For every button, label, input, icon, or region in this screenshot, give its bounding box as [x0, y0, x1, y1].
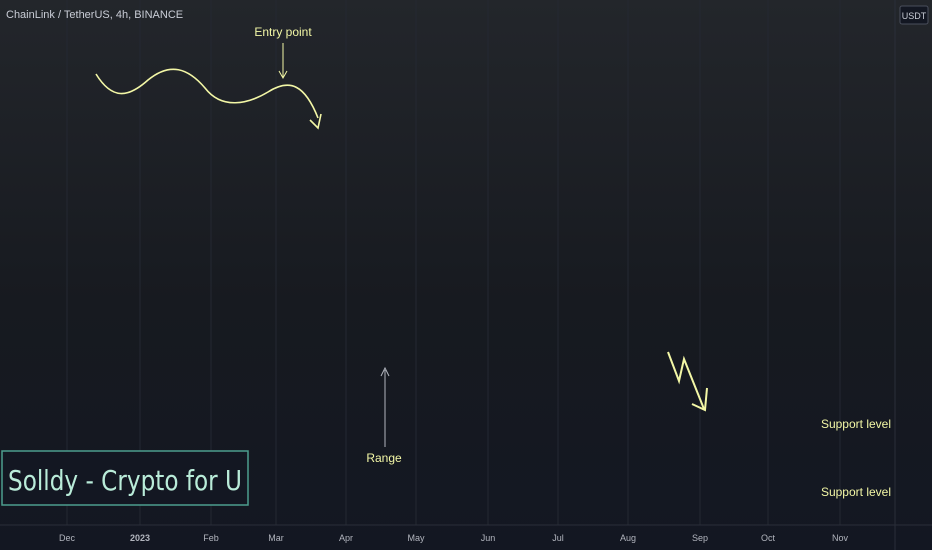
x-tick-label: Aug	[620, 533, 636, 543]
x-tick-label: Jun	[481, 533, 496, 543]
watermark: Solldy - Crypto for U	[1, 450, 249, 506]
currency-badge[interactable]: USDT	[899, 5, 929, 25]
range-pointer-arrowhead	[380, 366, 390, 377]
support-level-label-lower: Support level	[821, 485, 891, 499]
entry-point-label: Entry point	[254, 25, 312, 39]
x-tick-label: 2023	[130, 533, 150, 543]
projection-zigzag-drawing[interactable]	[667, 351, 705, 410]
x-tick-label: Nov	[832, 533, 849, 543]
x-tick-label: Jul	[552, 533, 564, 543]
svg-text:USDT: USDT	[902, 11, 927, 21]
x-tick-label: Oct	[761, 533, 776, 543]
drawings	[95, 43, 708, 447]
x-tick-label: Apr	[339, 533, 353, 543]
svg-text:Solldy - Crypto for U: Solldy - Crypto for U	[8, 464, 242, 497]
range-label: Range	[366, 451, 402, 465]
wave-curve-drawing[interactable]	[95, 68, 319, 119]
x-tick-label: Mar	[268, 533, 284, 543]
x-tick-label: Sep	[692, 533, 708, 543]
projection-arrowhead	[691, 387, 708, 412]
symbol-title: ChainLink / TetherUS, 4h, BINANCE	[6, 9, 183, 21]
time-axis[interactable]: Dec 2023 Feb Mar Apr May Jun Jul Aug Sep Oct Nov	[0, 524, 932, 543]
x-tick-label: Feb	[203, 533, 219, 543]
entry-pointer-arrowhead	[278, 70, 288, 80]
price-axis[interactable]: 9.5009.0008.5008.0007.5007.0006.5006.000…	[894, 0, 926, 550]
support-level-label-upper: Support level	[821, 417, 891, 431]
wave-arrowhead	[309, 113, 322, 130]
x-tick-label: Dec	[59, 533, 76, 543]
x-tick-label: May	[407, 533, 425, 543]
grid	[66, 0, 841, 525]
